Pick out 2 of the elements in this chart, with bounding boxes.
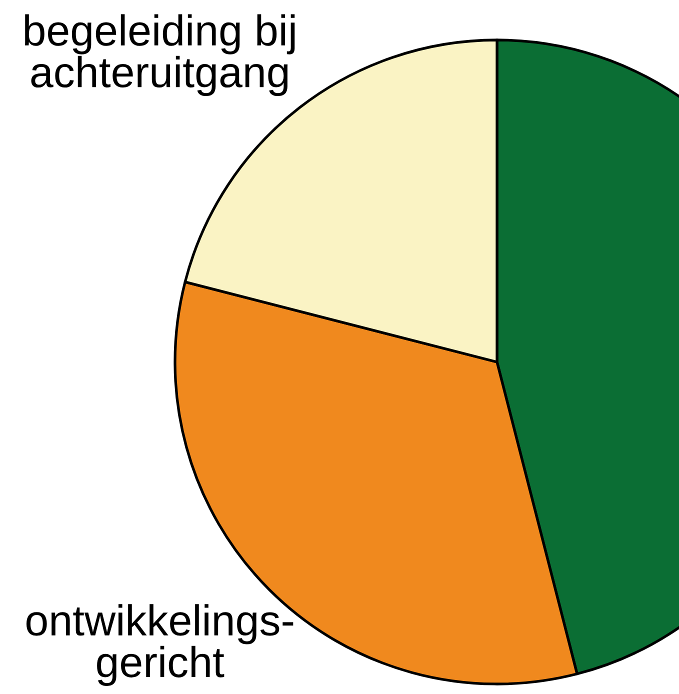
slice-label: begeleiding bij achteruitgang <box>25 14 295 96</box>
slice-label: ontwikkelings- gericht <box>26 604 294 686</box>
